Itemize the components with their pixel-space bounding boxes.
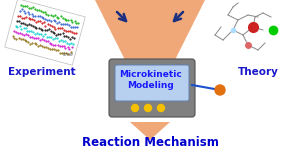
Text: Theory: Theory <box>238 67 278 77</box>
Text: Experiment: Experiment <box>8 67 76 77</box>
Circle shape <box>131 105 139 111</box>
Polygon shape <box>95 0 205 70</box>
Text: time: time <box>62 52 73 57</box>
FancyBboxPatch shape <box>115 65 189 101</box>
FancyBboxPatch shape <box>5 0 85 65</box>
Circle shape <box>215 85 225 95</box>
Circle shape <box>158 105 164 111</box>
Polygon shape <box>130 122 170 140</box>
Circle shape <box>145 105 152 111</box>
FancyBboxPatch shape <box>109 59 195 117</box>
Text: Reaction Mechanism: Reaction Mechanism <box>82 135 218 148</box>
Text: Microkinetic
Modeling: Microkinetic Modeling <box>118 70 182 90</box>
